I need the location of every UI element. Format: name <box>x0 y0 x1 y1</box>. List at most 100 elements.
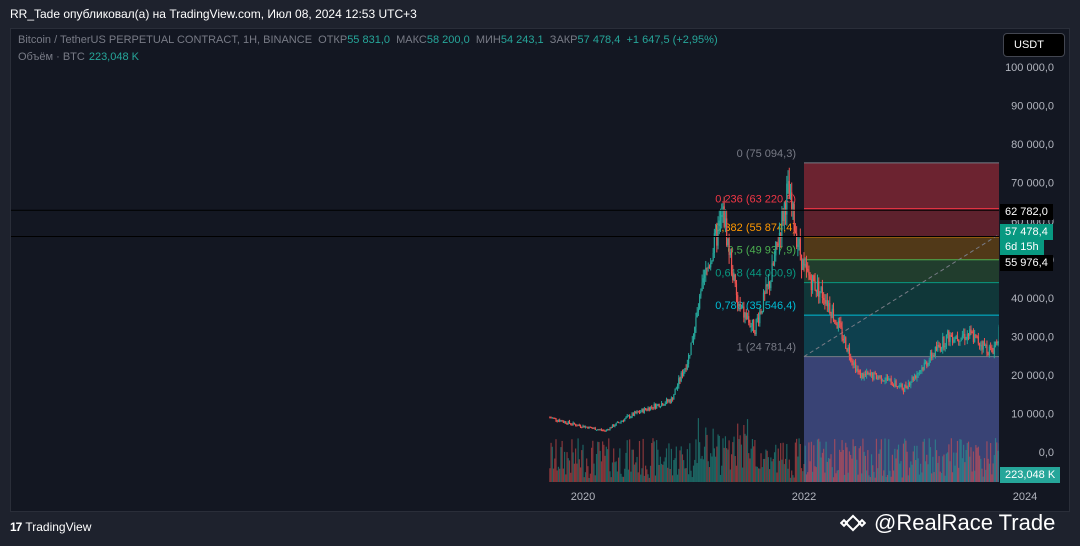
candle <box>563 421 566 423</box>
candle <box>1017 287 1018 292</box>
candle <box>1000 324 1001 326</box>
candle <box>937 344 939 351</box>
close-label: ЗАКР <box>549 34 578 46</box>
candle <box>716 229 718 246</box>
volume-bar <box>583 477 585 482</box>
candle <box>641 409 643 412</box>
volume-bar <box>611 462 614 482</box>
candle <box>1074 194 1075 198</box>
candle <box>584 426 587 428</box>
volume-bar <box>961 458 963 482</box>
candle <box>573 422 576 425</box>
volume-bar <box>826 461 828 482</box>
candle <box>805 264 808 269</box>
volume-bar <box>663 461 665 482</box>
volume-bar <box>831 467 833 482</box>
volume-bar <box>922 441 924 482</box>
publish-header: RR_Tade опубликовал(а) на TradingView.co… <box>0 0 1080 28</box>
candle <box>665 399 668 404</box>
candle <box>964 334 966 340</box>
candle <box>907 382 909 389</box>
volume-bar <box>669 469 671 482</box>
candle <box>557 420 560 422</box>
volume-bar <box>748 453 750 482</box>
candle <box>773 255 776 265</box>
candle <box>630 416 632 418</box>
candle <box>794 230 797 234</box>
volume-bar <box>787 468 789 482</box>
candle <box>551 417 553 419</box>
candle <box>831 308 833 318</box>
volume-bar <box>895 458 897 482</box>
volume-bar <box>674 458 676 482</box>
volume-bar <box>571 439 573 482</box>
candle <box>578 424 580 426</box>
volume-bar <box>880 439 882 482</box>
volume-bar <box>972 451 975 482</box>
candle <box>589 426 591 428</box>
volume-bar <box>773 452 776 482</box>
volume-bar <box>578 459 580 482</box>
candle <box>590 427 593 429</box>
volume-bar <box>679 450 681 482</box>
candle <box>561 420 563 422</box>
volume-bar <box>814 466 816 482</box>
volume-bar <box>694 459 696 482</box>
fib-level-label-0.382: 0,382 (55 874,4) <box>715 222 796 234</box>
volume-bar <box>738 439 740 482</box>
volume-bar <box>719 474 722 482</box>
volume-bar <box>629 439 631 482</box>
candle <box>715 229 717 234</box>
candle <box>588 426 590 429</box>
volume-bar <box>848 451 851 482</box>
candle <box>673 394 675 400</box>
candle <box>624 418 626 422</box>
candle <box>786 183 788 215</box>
tradingview-logo[interactable]: 17 TradingView <box>10 520 91 534</box>
candle <box>832 308 835 321</box>
candle <box>969 329 971 336</box>
candle <box>991 347 993 353</box>
candle <box>629 415 631 418</box>
volume-bar <box>667 467 669 482</box>
currency-button[interactable]: USDT <box>1003 33 1065 57</box>
candle <box>827 303 830 307</box>
volume-bar <box>967 441 970 482</box>
volume-bar <box>695 439 697 482</box>
candle <box>640 411 642 413</box>
volume-bar <box>809 461 811 482</box>
candle <box>554 417 556 419</box>
volume-bar <box>575 448 577 482</box>
volume-bar <box>717 434 719 482</box>
candle <box>1077 220 1078 222</box>
candle <box>804 264 806 266</box>
volume-bar <box>609 471 611 482</box>
candle <box>760 311 762 313</box>
volume-bar <box>992 463 994 482</box>
volume-bar <box>713 448 715 482</box>
candle <box>696 311 698 318</box>
volume-bar <box>845 442 847 482</box>
y-tick-label: 30 000,0 <box>1011 332 1054 344</box>
volume-bar <box>692 465 695 482</box>
volume-bar <box>610 477 612 482</box>
candle <box>1069 194 1070 201</box>
volume-bar <box>894 448 896 482</box>
volume-bar <box>803 463 805 482</box>
volume-bar <box>772 458 774 482</box>
volume-bar <box>912 451 914 482</box>
volume-bar <box>986 441 988 482</box>
volume-bar <box>559 468 561 482</box>
volume-bar <box>770 457 772 482</box>
candle <box>813 275 815 282</box>
candle <box>678 378 680 386</box>
candle <box>1006 311 1007 319</box>
candle <box>918 371 921 374</box>
volume-bar <box>743 425 745 482</box>
candle <box>549 417 551 419</box>
volume-bar <box>832 477 835 482</box>
candle <box>600 429 603 431</box>
candle <box>1071 181 1072 197</box>
candle <box>926 361 928 367</box>
